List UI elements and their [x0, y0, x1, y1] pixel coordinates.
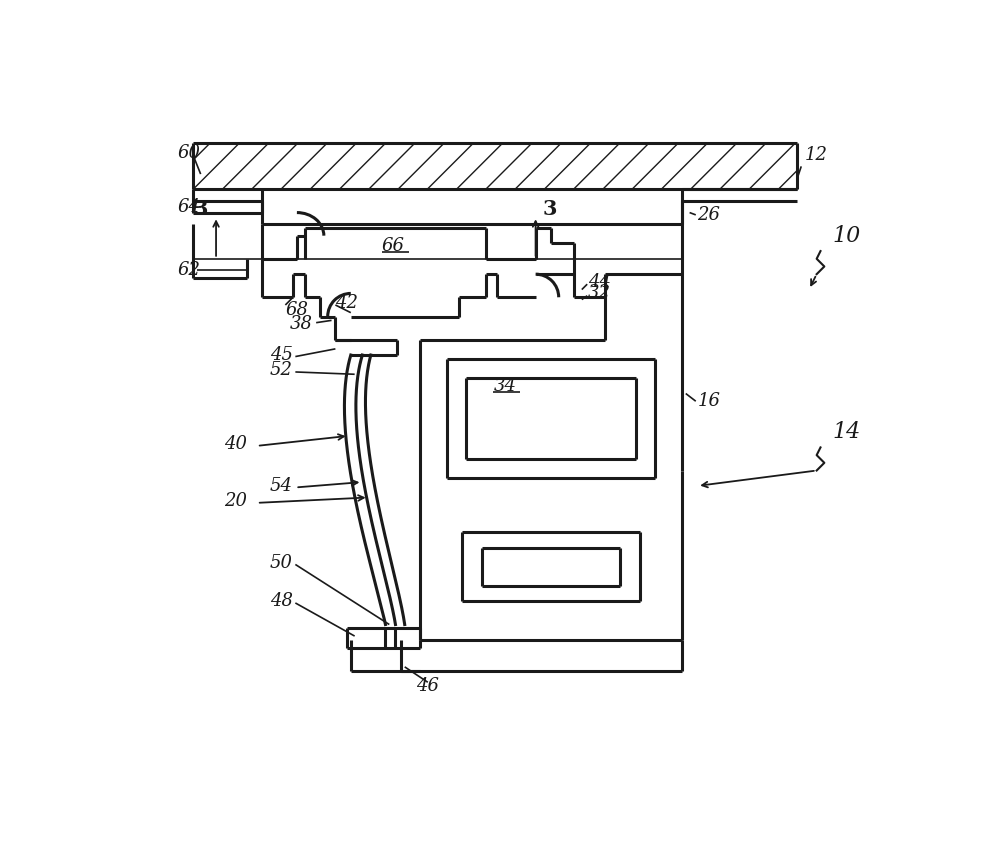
Text: 16: 16 — [697, 392, 720, 410]
Text: 14: 14 — [832, 421, 860, 443]
Text: 32: 32 — [588, 284, 611, 303]
Text: 26: 26 — [697, 206, 720, 224]
Text: 34: 34 — [493, 377, 516, 394]
Text: 50: 50 — [270, 554, 293, 572]
Text: 42: 42 — [335, 294, 358, 312]
Text: 40: 40 — [224, 435, 247, 452]
Text: 20: 20 — [224, 492, 247, 510]
Text: 45: 45 — [270, 346, 293, 364]
Text: 12: 12 — [805, 145, 828, 164]
Text: 60: 60 — [178, 145, 201, 162]
Text: 48: 48 — [270, 592, 293, 611]
Text: 66: 66 — [382, 236, 405, 255]
Text: 44: 44 — [588, 272, 611, 291]
Text: 3: 3 — [542, 198, 557, 219]
Text: 54: 54 — [270, 477, 293, 495]
Text: 64: 64 — [178, 198, 201, 216]
Text: 52: 52 — [270, 362, 293, 379]
Text: 46: 46 — [416, 677, 439, 696]
Text: 68: 68 — [285, 301, 308, 320]
Text: 3: 3 — [193, 198, 208, 219]
Text: 10: 10 — [832, 225, 860, 246]
Text: 62: 62 — [178, 262, 201, 279]
Text: 38: 38 — [289, 315, 312, 333]
